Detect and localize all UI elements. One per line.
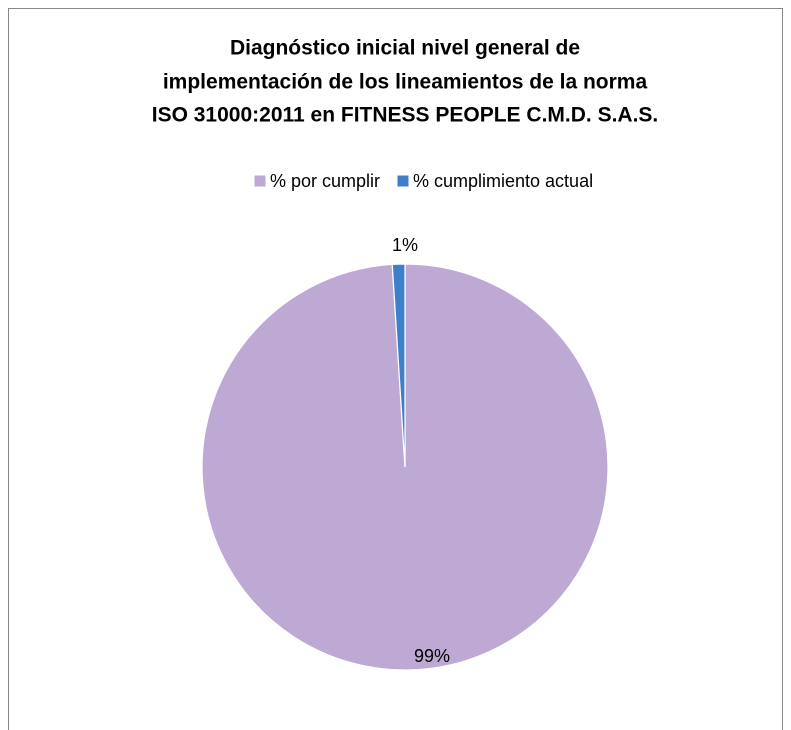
pie-slice [391,263,406,468]
data-label: 99% [414,646,450,666]
legend-swatch [396,174,410,188]
legend-swatch [253,174,267,188]
chart-title: implementación de los lineamientos de la… [163,71,648,94]
chart-title: ISO 31000:2011 en FITNESS PEOPLE C.M.D. … [152,104,659,127]
legend-label: % por cumplir [270,171,380,191]
chart-title: Diagnóstico inicial nivel general de [230,37,580,60]
chart-border [8,8,783,730]
legend-label: % cumplimiento actual [413,171,593,191]
data-label: 1% [392,235,418,255]
